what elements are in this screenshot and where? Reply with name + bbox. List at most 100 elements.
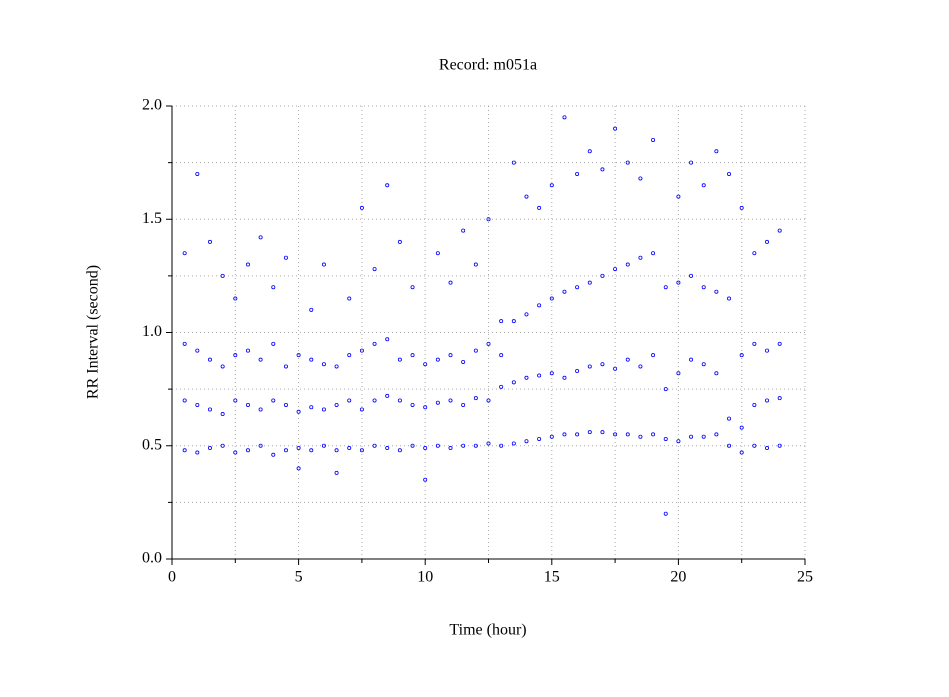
data-point — [271, 398, 276, 403]
x-tick-label: 10 — [417, 569, 433, 586]
data-point — [714, 149, 719, 154]
data-point — [233, 296, 238, 301]
y-tick-label: 1.5 — [142, 210, 162, 227]
data-point — [385, 393, 390, 398]
data-point — [499, 353, 504, 358]
data-point — [613, 432, 618, 437]
data-point — [676, 194, 681, 199]
data-point — [423, 405, 428, 410]
data-point — [473, 396, 478, 401]
data-point — [283, 255, 288, 260]
data-point — [613, 126, 618, 131]
data-point — [321, 443, 326, 448]
data-point — [372, 341, 377, 346]
data-point — [195, 450, 200, 455]
data-point — [220, 412, 225, 417]
chart-title: Record: m051a — [439, 57, 537, 74]
data-point — [423, 477, 428, 482]
data-point — [511, 380, 516, 385]
data-point — [752, 251, 757, 256]
data-point — [625, 357, 630, 362]
data-point — [321, 262, 326, 267]
data-point — [701, 362, 706, 367]
data-point — [220, 364, 225, 369]
data-point — [663, 436, 668, 441]
x-tick-label: 0 — [168, 569, 176, 586]
data-point — [410, 402, 415, 407]
data-point — [372, 443, 377, 448]
data-point — [461, 402, 466, 407]
data-point — [423, 446, 428, 451]
data-point — [461, 228, 466, 233]
y-axis-label: RR Interval (second) — [85, 265, 102, 399]
x-axis-label: Time (hour) — [449, 622, 526, 639]
data-point — [701, 285, 706, 290]
data-point — [663, 387, 668, 392]
data-point — [625, 432, 630, 437]
data-point — [207, 357, 212, 362]
data-point — [765, 239, 770, 244]
data-point — [575, 171, 580, 176]
data-point — [233, 398, 238, 403]
data-point — [777, 443, 782, 448]
data-point — [347, 446, 352, 451]
x-tick-label: 15 — [544, 569, 560, 586]
data-point — [600, 167, 605, 172]
data-point — [397, 398, 402, 403]
data-point — [435, 443, 440, 448]
data-point — [752, 443, 757, 448]
data-point — [511, 160, 516, 165]
data-point — [651, 137, 656, 142]
data-point — [258, 235, 263, 240]
data-point — [777, 228, 782, 233]
y-tick-label: 1.0 — [142, 323, 162, 340]
data-point — [397, 448, 402, 453]
data-point — [739, 353, 744, 358]
data-point — [195, 171, 200, 176]
data-point — [752, 341, 757, 346]
data-point — [676, 439, 681, 444]
data-point — [638, 364, 643, 369]
data-point — [258, 407, 263, 412]
data-point — [258, 357, 263, 362]
data-point — [625, 160, 630, 165]
data-point — [182, 251, 187, 256]
data-point — [587, 430, 592, 435]
data-point — [334, 448, 339, 453]
data-point — [689, 160, 694, 165]
data-point — [537, 436, 542, 441]
data-point — [271, 285, 276, 290]
data-point — [334, 364, 339, 369]
data-point — [461, 359, 466, 364]
data-point — [651, 353, 656, 358]
data-point — [663, 285, 668, 290]
data-point — [233, 450, 238, 455]
data-point — [435, 400, 440, 405]
data-point — [448, 353, 453, 358]
data-point — [727, 171, 732, 176]
data-point — [435, 251, 440, 256]
data-point — [309, 448, 314, 453]
data-point — [739, 450, 744, 455]
data-point — [499, 319, 504, 324]
data-point — [258, 443, 263, 448]
data-point — [587, 149, 592, 154]
data-point — [765, 398, 770, 403]
data-point — [524, 194, 529, 199]
x-tick-label: 20 — [670, 569, 686, 586]
data-point — [549, 183, 554, 188]
data-point — [195, 348, 200, 353]
data-point — [663, 511, 668, 516]
data-point — [499, 384, 504, 389]
data-point — [207, 239, 212, 244]
data-point — [359, 407, 364, 412]
data-point — [347, 398, 352, 403]
data-point — [676, 371, 681, 376]
data-point — [587, 364, 592, 369]
data-point — [372, 398, 377, 403]
data-point — [600, 362, 605, 367]
data-point — [473, 348, 478, 353]
data-point — [245, 448, 250, 453]
data-point — [689, 357, 694, 362]
data-point — [777, 396, 782, 401]
